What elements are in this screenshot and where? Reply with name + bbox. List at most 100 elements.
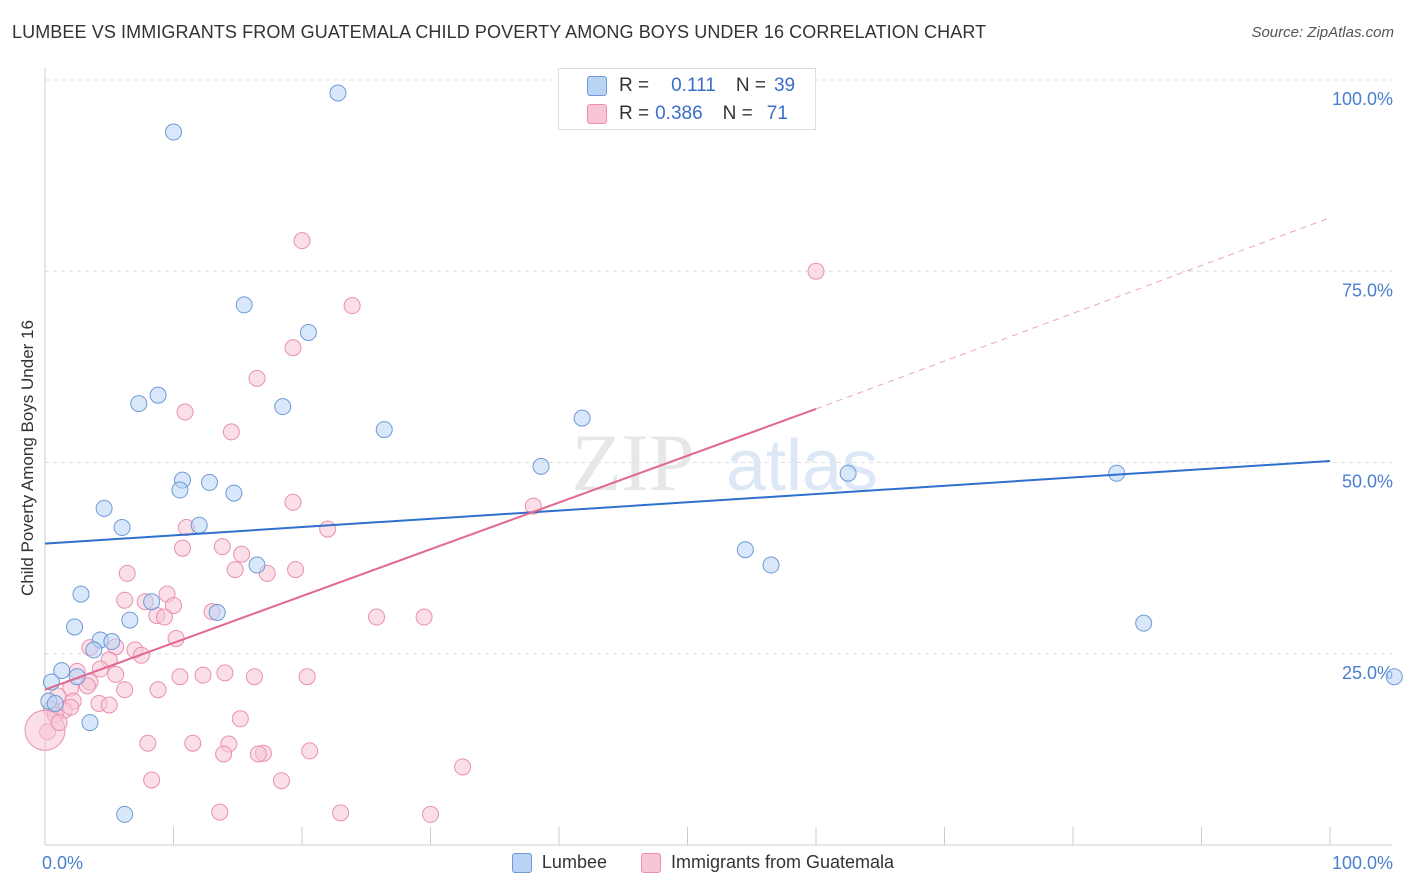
guatemala-point (50, 714, 68, 732)
guatemala-point (116, 591, 134, 609)
guatemala-point (165, 597, 182, 615)
lumbee-point (149, 386, 167, 404)
guatemala-point (422, 805, 439, 823)
lumbee-point (532, 457, 550, 475)
lumbee-point (72, 585, 90, 603)
guatemala-swatch (587, 104, 607, 124)
lumbee-point (329, 84, 347, 102)
x-tick-label: 100.0% (1332, 853, 1393, 873)
series-legend: Lumbee Immigrants from Guatemala (0, 852, 1406, 873)
n-label: N = (722, 103, 753, 124)
guatemala-point (807, 262, 825, 280)
guatemala-point (454, 758, 472, 776)
guatemala-point (332, 804, 350, 822)
n-value: 39 (773, 75, 796, 96)
lumbee-point (190, 516, 208, 534)
guatemala-point (194, 666, 212, 684)
lumbee-point (1385, 668, 1403, 686)
lumbee-point (53, 662, 71, 680)
guatemala-point (216, 664, 234, 682)
trend-lines (44, 217, 1331, 691)
guatemala-point (343, 297, 361, 315)
lumbee-trend-line (44, 459, 1331, 545)
r-value: 0.111 (671, 75, 716, 96)
guatemala-trend-extension (815, 217, 1331, 410)
series-lumbee-points (40, 84, 1403, 823)
lumbee-point (81, 714, 99, 732)
lumbee-point (573, 409, 591, 427)
source-label: Source: ZipAtlas.com (1251, 24, 1394, 41)
y-tick-label: 75.0% (1342, 280, 1393, 300)
guatemala-point (415, 608, 433, 626)
legend-item-guatemala: Immigrants from Guatemala (640, 852, 895, 873)
lumbee-point (762, 556, 780, 574)
lumbee-swatch (587, 76, 607, 96)
lumbee-point (248, 556, 266, 574)
n-value: 71 (766, 103, 788, 124)
lumbee-point (68, 668, 86, 686)
lumbee-point (274, 398, 292, 416)
lumbee-point (299, 323, 317, 341)
guatemala-point (215, 745, 233, 763)
guatemala-point (301, 742, 319, 760)
guatemala-point (184, 734, 202, 752)
y-tick-label: 100.0% (1332, 89, 1393, 109)
lumbee-point (208, 603, 226, 621)
lumbee-point (121, 611, 139, 629)
guatemala-point (222, 423, 240, 441)
guatemala-point (176, 403, 194, 421)
tick-labels: 25.0% 50.0% 75.0% 100.0% 0.0% 100.0% (42, 89, 1393, 873)
y-tick-label: 50.0% (1342, 472, 1393, 492)
legend-item-lumbee: Lumbee (511, 852, 607, 873)
lumbee-point (736, 541, 754, 559)
legend-label: Immigrants from Guatemala (670, 852, 895, 872)
guatemala-point (107, 665, 125, 683)
guatemala-point (231, 710, 249, 728)
guatemala-point (149, 681, 167, 699)
watermark-zip: ZIP (572, 417, 695, 508)
guatemala-point (156, 608, 174, 626)
guatemala-point (100, 696, 118, 714)
r-value: 0.386 (655, 103, 703, 124)
y-tick-label: 25.0% (1342, 663, 1393, 683)
guatemala-trend-line (44, 408, 817, 691)
axes (44, 68, 1392, 846)
lumbee-point (235, 296, 253, 314)
lumbee-point (375, 421, 393, 439)
lumbee-point (839, 464, 857, 482)
r-label: R = (619, 75, 650, 96)
lumbee-swatch (511, 852, 532, 873)
guatemala-point (248, 369, 266, 387)
series-guatemala-points (24, 232, 825, 823)
lumbee-point (165, 123, 182, 141)
n-label: N = (735, 75, 766, 96)
guatemala-swatch (640, 852, 661, 873)
lumbee-point (113, 519, 131, 537)
stats-row-lumbee: R = 0.111 N = 39 (587, 73, 795, 99)
guatemala-point (171, 668, 189, 686)
guatemala-point (368, 608, 386, 626)
guatemala-point (211, 803, 229, 821)
guatemala-point (319, 520, 337, 538)
x-tick-label: 0.0% (42, 853, 83, 873)
guatemala-point (143, 771, 161, 789)
stats-legend: R = 0.111 N = 39 R = 0.386 N = 71 (558, 68, 816, 130)
guatemala-point (293, 232, 311, 250)
guatemala-point (245, 668, 263, 686)
guatemala-point (249, 745, 267, 763)
watermark-atlas: atlas (726, 426, 878, 506)
lumbee-point (200, 473, 218, 491)
lumbee-point (1108, 464, 1126, 482)
guatemala-point (298, 668, 316, 686)
chart-title: LUMBEE VS IMMIGRANTS FROM GUATEMALA CHIL… (12, 22, 987, 42)
guatemala-point (139, 734, 157, 752)
lumbee-point (103, 633, 121, 651)
guatemala-point (118, 564, 136, 582)
guatemala-point (116, 681, 134, 699)
guatemala-point (173, 539, 191, 557)
lumbee-point (225, 484, 243, 502)
guatemala-point (287, 561, 305, 579)
r-label: R = (619, 103, 650, 124)
legend-label: Lumbee (541, 852, 607, 872)
